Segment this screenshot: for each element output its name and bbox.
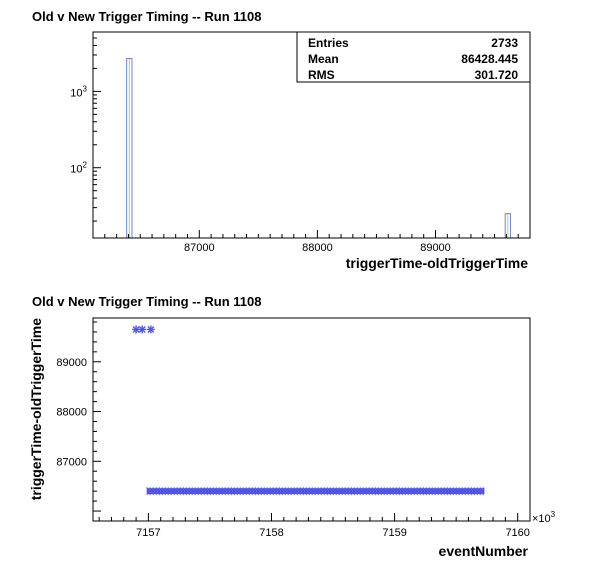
x-multiplier-exponent: 3 bbox=[551, 510, 556, 519]
scatter-x-label: eventNumber bbox=[439, 543, 529, 559]
stats-label: Entries bbox=[308, 36, 349, 50]
scatter-point bbox=[146, 325, 155, 334]
stats-value: 86428.445 bbox=[461, 52, 518, 66]
scatter-x-ticks: 7157 7158 7159 7160 bbox=[98, 513, 531, 539]
stats-label: Mean bbox=[308, 52, 339, 66]
x-tick-label: 87000 bbox=[184, 242, 215, 254]
x-tick-label: 7160 bbox=[505, 527, 529, 539]
scatter-points bbox=[132, 325, 485, 496]
histogram-panel: Old v New Trigger Timing -- Run 1108 870… bbox=[32, 9, 531, 271]
y-tick-base: 10 bbox=[70, 87, 82, 99]
y-tick-exponent: 2 bbox=[83, 161, 88, 170]
x-multiplier-base: ×10 bbox=[532, 513, 551, 525]
x-tick-label: 89000 bbox=[420, 242, 451, 254]
y-tick-label: 102 bbox=[70, 161, 87, 176]
histogram-title: Old v New Trigger Timing -- Run 1108 bbox=[32, 9, 261, 24]
stats-row: RMS 301.720 bbox=[308, 68, 518, 82]
stats-value: 2733 bbox=[491, 36, 518, 50]
y-tick-exponent: 3 bbox=[83, 84, 88, 93]
y-tick-label: 87000 bbox=[56, 456, 87, 468]
y-tick-label: 88000 bbox=[56, 407, 87, 419]
scatter-panel: Old v New Trigger Timing -- Run 1108 715… bbox=[28, 294, 556, 559]
stats-row: Mean 86428.445 bbox=[308, 52, 518, 66]
scatter-y-label: triggerTime-oldTriggerTime bbox=[28, 318, 44, 501]
stats-rows: Entries 2733 Mean 86428.445 RMS 301.720 bbox=[308, 36, 518, 82]
stats-box: Entries 2733 Mean 86428.445 RMS 301.720 bbox=[296, 31, 531, 83]
stats-value: 301.720 bbox=[475, 68, 519, 82]
stats-box-frame bbox=[296, 31, 531, 83]
x-tick-label: 7158 bbox=[259, 527, 283, 539]
scatter-title: Old v New Trigger Timing -- Run 1108 bbox=[32, 294, 261, 309]
x-tick-label: 7159 bbox=[382, 527, 406, 539]
x-tick-label: 7157 bbox=[136, 527, 160, 539]
histogram-bar bbox=[126, 57, 133, 239]
y-tick-label: 89000 bbox=[56, 357, 87, 369]
scatter-point-band bbox=[147, 488, 485, 495]
y-tick-base: 10 bbox=[70, 164, 82, 176]
histogram-x-label: triggerTime-oldTriggerTime bbox=[346, 255, 529, 271]
x-tick-label: 88000 bbox=[302, 242, 333, 254]
scatter-frame bbox=[92, 317, 531, 522]
stats-label: RMS bbox=[308, 68, 335, 82]
scatter-x-multiplier: ×103 bbox=[532, 510, 556, 525]
histogram-bars bbox=[126, 57, 512, 239]
scatter-y-ticks: 87000 88000 89000 bbox=[56, 321, 101, 522]
stats-row: Entries 2733 bbox=[308, 36, 518, 50]
y-tick-label: 103 bbox=[70, 84, 87, 99]
scatter-point bbox=[138, 325, 147, 334]
histogram-x-ticks: 87000 88000 89000 bbox=[92, 230, 531, 254]
